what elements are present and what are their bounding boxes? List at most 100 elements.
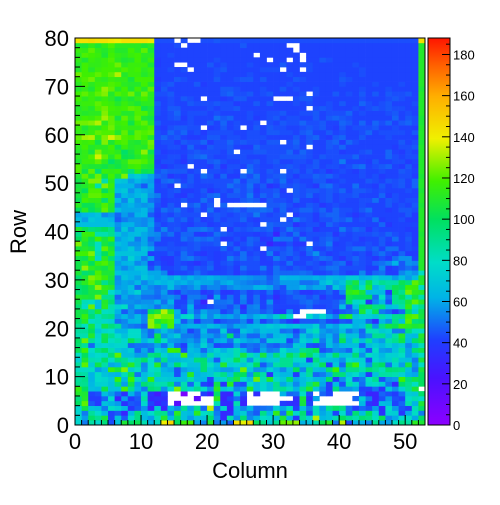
heatmap-cell xyxy=(160,231,168,237)
heatmap-cell xyxy=(141,125,148,131)
heatmap-cell xyxy=(246,362,254,368)
heatmap-cell xyxy=(306,168,314,174)
heatmap-cell xyxy=(352,381,360,387)
heatmap-cell xyxy=(81,105,89,111)
heatmap-cell xyxy=(411,400,419,406)
heatmap-cell xyxy=(378,275,386,281)
heatmap-cell xyxy=(259,250,267,257)
heatmap-cell xyxy=(312,381,320,387)
heatmap-cell xyxy=(200,76,208,82)
heatmap-cell xyxy=(226,115,234,121)
heatmap-cell xyxy=(391,38,399,44)
heatmap-cell xyxy=(292,265,300,271)
heatmap-cell xyxy=(141,347,148,353)
heatmap-cell xyxy=(391,328,399,334)
heatmap-cell xyxy=(88,255,96,261)
heatmap-cell xyxy=(141,246,148,252)
heatmap-cell xyxy=(81,144,89,150)
heatmap-cell xyxy=(411,241,419,247)
heatmap-cell xyxy=(213,371,221,377)
heatmap-cell xyxy=(266,342,274,348)
heatmap-cell xyxy=(187,183,195,189)
heatmap-cell xyxy=(266,67,274,73)
heatmap-cell xyxy=(279,158,287,165)
heatmap-cell xyxy=(246,386,254,392)
heatmap-cell xyxy=(154,178,162,184)
heatmap-cell xyxy=(108,386,115,392)
heatmap-cell xyxy=(411,221,419,228)
heatmap-cell xyxy=(81,386,89,392)
heatmap-cell xyxy=(332,216,340,223)
heatmap-cell xyxy=(167,52,175,58)
heatmap-cell xyxy=(207,212,215,218)
heatmap-cell xyxy=(372,216,380,223)
heatmap-cell xyxy=(187,120,195,126)
heatmap-cell xyxy=(378,255,386,261)
heatmap-cell xyxy=(319,120,327,126)
heatmap-cell xyxy=(121,139,129,145)
heatmap-cell xyxy=(160,313,168,319)
heatmap-cell xyxy=(226,52,234,58)
heatmap-cell xyxy=(154,221,162,228)
heatmap-cell xyxy=(94,216,102,223)
heatmap-cell xyxy=(312,149,320,155)
x-tick-label: 0 xyxy=(69,429,81,454)
heatmap-cell xyxy=(286,357,294,363)
heatmap-cell xyxy=(259,91,267,97)
heatmap-cell xyxy=(167,42,175,49)
heatmap-cell xyxy=(141,173,148,179)
heatmap-cell xyxy=(134,294,142,300)
heatmap-cell xyxy=(299,357,307,363)
heatmap-cell xyxy=(160,342,168,348)
heatmap-cell xyxy=(365,144,373,150)
heatmap-cell xyxy=(246,405,254,411)
heatmap-cell xyxy=(200,139,208,145)
heatmap-cell xyxy=(193,81,201,87)
heatmap-cell xyxy=(240,110,248,116)
heatmap-cell xyxy=(391,386,399,392)
heatmap-cell xyxy=(207,236,215,242)
heatmap-cell xyxy=(154,250,162,257)
heatmap-cell xyxy=(286,347,294,353)
heatmap-cell xyxy=(75,284,82,290)
heatmap-cell xyxy=(332,81,340,87)
heatmap-cell xyxy=(220,149,228,155)
heatmap-cell xyxy=(160,105,168,111)
heatmap-cell xyxy=(94,202,102,208)
heatmap-cell xyxy=(253,173,261,179)
heatmap-cell xyxy=(352,395,360,402)
heatmap-cell xyxy=(108,299,115,305)
heatmap-cell xyxy=(345,105,353,111)
heatmap-cell xyxy=(246,105,254,111)
heatmap-cell xyxy=(398,192,406,198)
heatmap-cell xyxy=(266,197,274,203)
heatmap-cell xyxy=(226,415,234,421)
heatmap-cell xyxy=(114,420,122,426)
heatmap-cell xyxy=(240,246,248,252)
heatmap-cell xyxy=(411,270,419,276)
heatmap-cell xyxy=(319,376,327,382)
heatmap-cell xyxy=(134,212,142,218)
heatmap-cell xyxy=(332,313,340,319)
heatmap-cell xyxy=(187,415,195,421)
heatmap-cell xyxy=(187,91,195,97)
heatmap-cell xyxy=(75,308,82,315)
heatmap-cell xyxy=(94,47,102,53)
heatmap-cell xyxy=(319,168,327,174)
heatmap-cell xyxy=(365,192,373,198)
heatmap-cell xyxy=(121,212,129,218)
heatmap-cell xyxy=(325,216,333,223)
heatmap-cell xyxy=(81,304,89,310)
heatmap-cell xyxy=(220,207,228,213)
heatmap-cell xyxy=(411,308,419,315)
heatmap-cell xyxy=(299,366,307,373)
heatmap-cell xyxy=(345,405,353,411)
heatmap-cell xyxy=(365,381,373,387)
heatmap-cell xyxy=(411,139,419,145)
heatmap-cell xyxy=(266,216,274,223)
heatmap-cell xyxy=(405,125,413,131)
heatmap-cell xyxy=(75,158,82,165)
heatmap-cell xyxy=(332,410,340,416)
heatmap-cell xyxy=(101,362,109,368)
heatmap-cell xyxy=(378,154,386,160)
